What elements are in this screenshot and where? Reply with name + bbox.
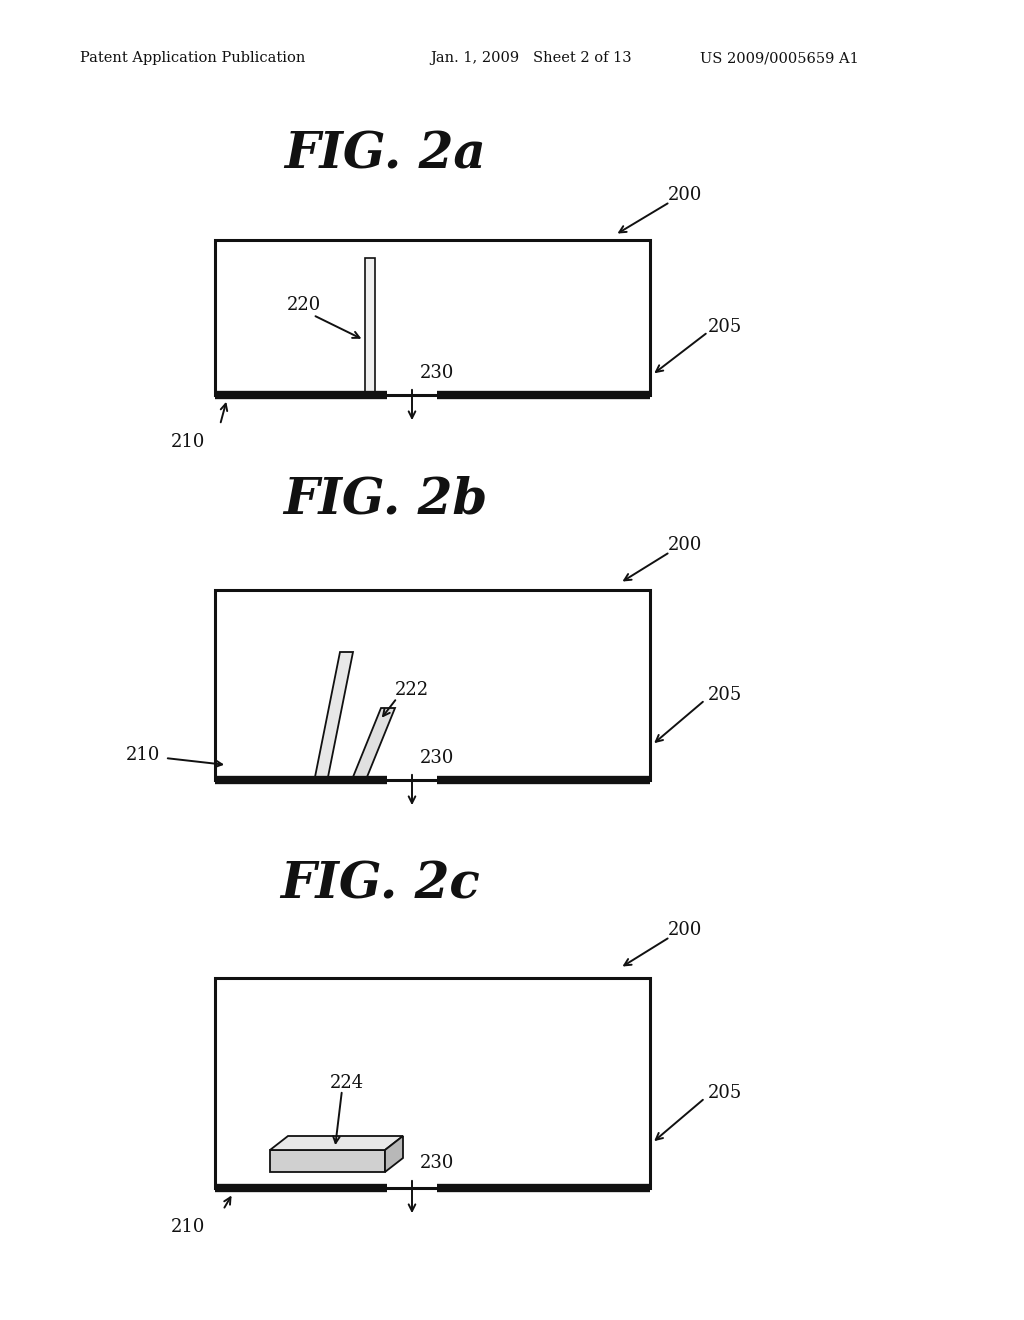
Bar <box>215 240 650 395</box>
Text: 205: 205 <box>708 1084 742 1102</box>
Polygon shape <box>270 1150 385 1172</box>
Bar <box>215 978 650 1188</box>
Text: 205: 205 <box>708 686 742 704</box>
Polygon shape <box>315 652 353 777</box>
Text: 210: 210 <box>171 1218 205 1236</box>
Text: 200: 200 <box>668 921 702 939</box>
Text: 220: 220 <box>287 296 322 314</box>
Text: 200: 200 <box>668 186 702 205</box>
Text: US 2009/0005659 A1: US 2009/0005659 A1 <box>700 51 859 65</box>
Text: 222: 222 <box>395 681 429 700</box>
Bar <box>365 257 375 393</box>
Text: 200: 200 <box>668 536 702 554</box>
Text: FIG. 2b: FIG. 2b <box>283 475 487 524</box>
Polygon shape <box>353 708 395 777</box>
Polygon shape <box>385 1137 403 1172</box>
Bar <box>215 590 650 780</box>
Text: Patent Application Publication: Patent Application Publication <box>80 51 305 65</box>
Text: Jan. 1, 2009   Sheet 2 of 13: Jan. 1, 2009 Sheet 2 of 13 <box>430 51 632 65</box>
Text: 230: 230 <box>420 748 455 767</box>
Text: 230: 230 <box>420 1154 455 1172</box>
Text: 230: 230 <box>420 364 455 381</box>
Text: 210: 210 <box>171 433 205 451</box>
Polygon shape <box>270 1137 403 1150</box>
Text: FIG. 2a: FIG. 2a <box>284 131 485 180</box>
Text: 224: 224 <box>330 1074 365 1092</box>
Text: 210: 210 <box>126 746 160 764</box>
Text: FIG. 2c: FIG. 2c <box>280 861 480 909</box>
Text: 205: 205 <box>708 318 742 337</box>
